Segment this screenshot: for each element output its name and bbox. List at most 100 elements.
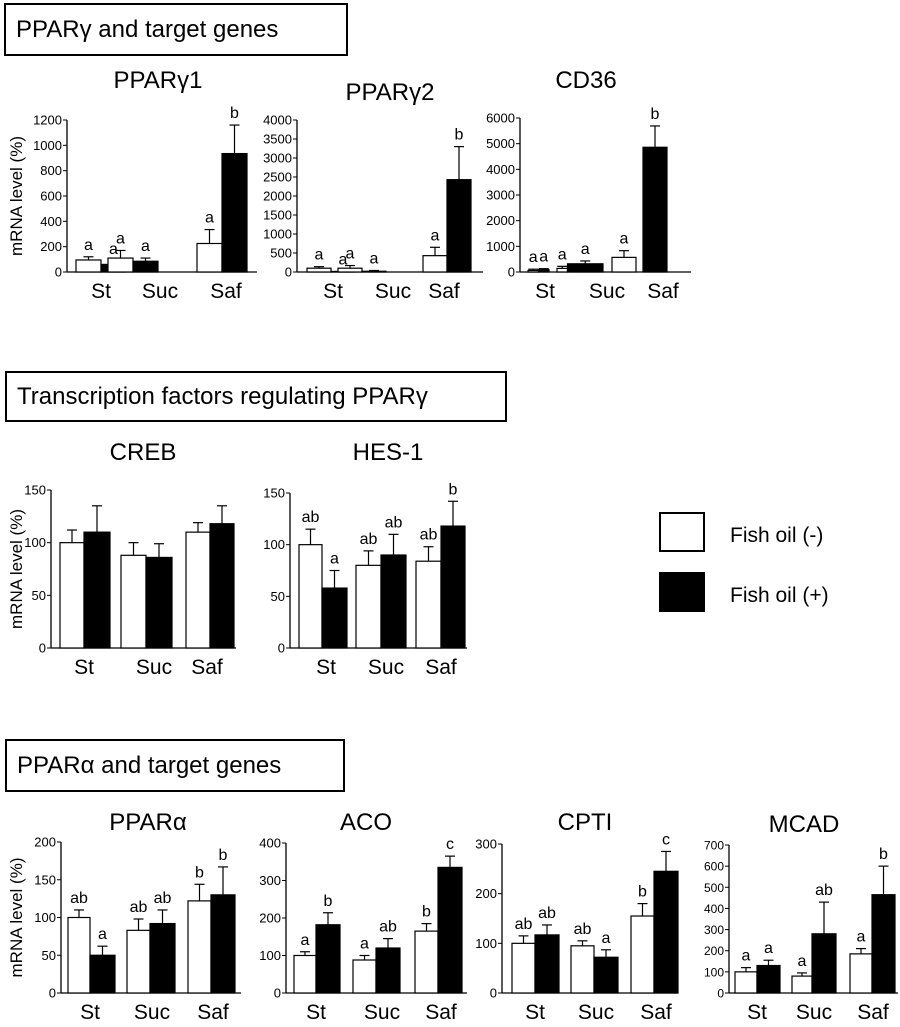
significance-label: b [324,893,333,910]
section-title-ppar-gamma: PPARγ and target genes [4,3,348,56]
category-label: St [80,1001,100,1024]
bar-saf-fish-oil-plus [437,866,463,994]
significance-label: a [370,250,379,267]
category-label: Saf [425,656,457,679]
y-tick-label: 150 [34,872,56,887]
y-tick-label: 600 [40,189,62,204]
category-label: Saf [640,1001,672,1024]
y-tick-label: 100 [24,535,46,550]
y-tick-label: 700 [704,839,724,853]
legend: Fish oil (-) Fish oil (+) [659,512,829,612]
significance-label: ab [420,527,438,544]
bar-st-fish-oil-minus [293,954,317,994]
category-label: Saf [425,1001,457,1024]
category-label: St [323,280,343,303]
category-label: St [316,656,336,679]
y-tick-label: 3500 [263,132,292,147]
bar-st-fish-oil-minus [298,544,323,649]
significance-label: ab [515,916,533,933]
y-tick-label: 1500 [263,208,292,223]
y-tick-label: 0 [55,265,62,280]
chart-title: CD36 [555,67,616,94]
y-tick-label: 100 [34,910,56,925]
bar-st-fish-oil-minus [511,942,536,994]
bar-st-fish-oil-minus [75,259,102,273]
y-tick-label: 500 [704,881,724,895]
significance-label: ab [154,890,172,907]
significance-label: a [339,251,348,268]
bar-saf-fish-oil-plus [440,525,466,649]
category-label: St [91,280,111,303]
significance-label: b [651,106,660,123]
y-tick-label: 150 [24,483,46,498]
category-label: Suc [589,280,625,303]
bar-st-fish-oil-minus [67,916,91,994]
significance-label: b [422,904,431,921]
y-tick-label: 0 [508,265,515,280]
bar-st-fish-oil-plus [537,269,550,273]
significance-label: a [205,210,214,227]
y-axis-label: mRNA level (%) [7,858,26,978]
significance-label: a [581,241,590,258]
significance-label: a [529,249,538,266]
chart-1: PPARγ1 mRNA level (%) 0 200 400 600 800 1000 120… [7,67,257,303]
bar-suc-fish-oil-plus [380,554,407,649]
bar-saf-fish-oil-plus [210,894,236,994]
y-tick-label: 200 [34,835,56,850]
bar-saf-fish-oil-minus [415,560,442,649]
y-axis-label: mRNA level (%) [7,509,26,629]
y-tick-label: 300 [475,837,497,852]
bar-suc-fish-oil-minus [355,564,382,649]
significance-label: c [446,836,454,853]
bar-st-fish-oil-minus [734,971,758,994]
y-tick-label: 400 [40,214,62,229]
y-tick-label: 50 [271,589,285,604]
bar-st-fish-oil-plus [321,587,348,649]
significance-label: a [116,230,125,247]
significance-label: a [301,932,310,949]
significance-label: ab [379,919,397,936]
y-tick-label: 0 [490,986,497,1001]
bar-suc-fish-oil-plus [132,260,159,273]
bar-suc-fish-oil-minus [337,267,363,273]
y-tick-label: 1000 [33,138,62,153]
significance-label: ab [130,899,148,916]
bar-suc-fish-oil-minus [352,959,377,994]
category-label: St [747,1001,767,1024]
significance-label: b [879,846,888,863]
category-label: Suc [578,1001,614,1024]
y-tick-label: 1000 [263,227,292,242]
bar-saf-fish-oil-minus [611,256,637,273]
y-tick-label: 0 [274,986,281,1001]
category-label: St [306,1001,326,1024]
y-tick-label: 300 [259,873,281,888]
category-label: Suc [375,280,411,303]
bar-suc-fish-oil-plus [145,556,173,649]
significance-label: a [539,249,548,266]
significance-label: a [98,926,107,943]
significance-label: a [315,247,324,264]
significance-label: a [109,241,118,258]
bar-suc-fish-oil-minus [107,257,134,273]
y-tick-label: 100 [475,936,497,951]
bar-saf-fish-oil-plus [209,523,235,649]
category-label: Saf [197,1001,229,1024]
chart-title: PPARα [109,809,187,836]
y-tick-label: 50 [32,588,46,603]
category-label: Suc [134,1001,170,1024]
significance-label: c [662,831,670,848]
y-tick-label: 2500 [263,170,292,185]
chart-title: PPARγ1 [114,67,203,94]
significance-label: b [638,884,647,901]
bar-saf-fish-oil-plus [221,152,248,273]
category-label: Suc [796,1001,832,1024]
significance-label: a [620,231,629,248]
category-label: Saf [210,280,242,303]
